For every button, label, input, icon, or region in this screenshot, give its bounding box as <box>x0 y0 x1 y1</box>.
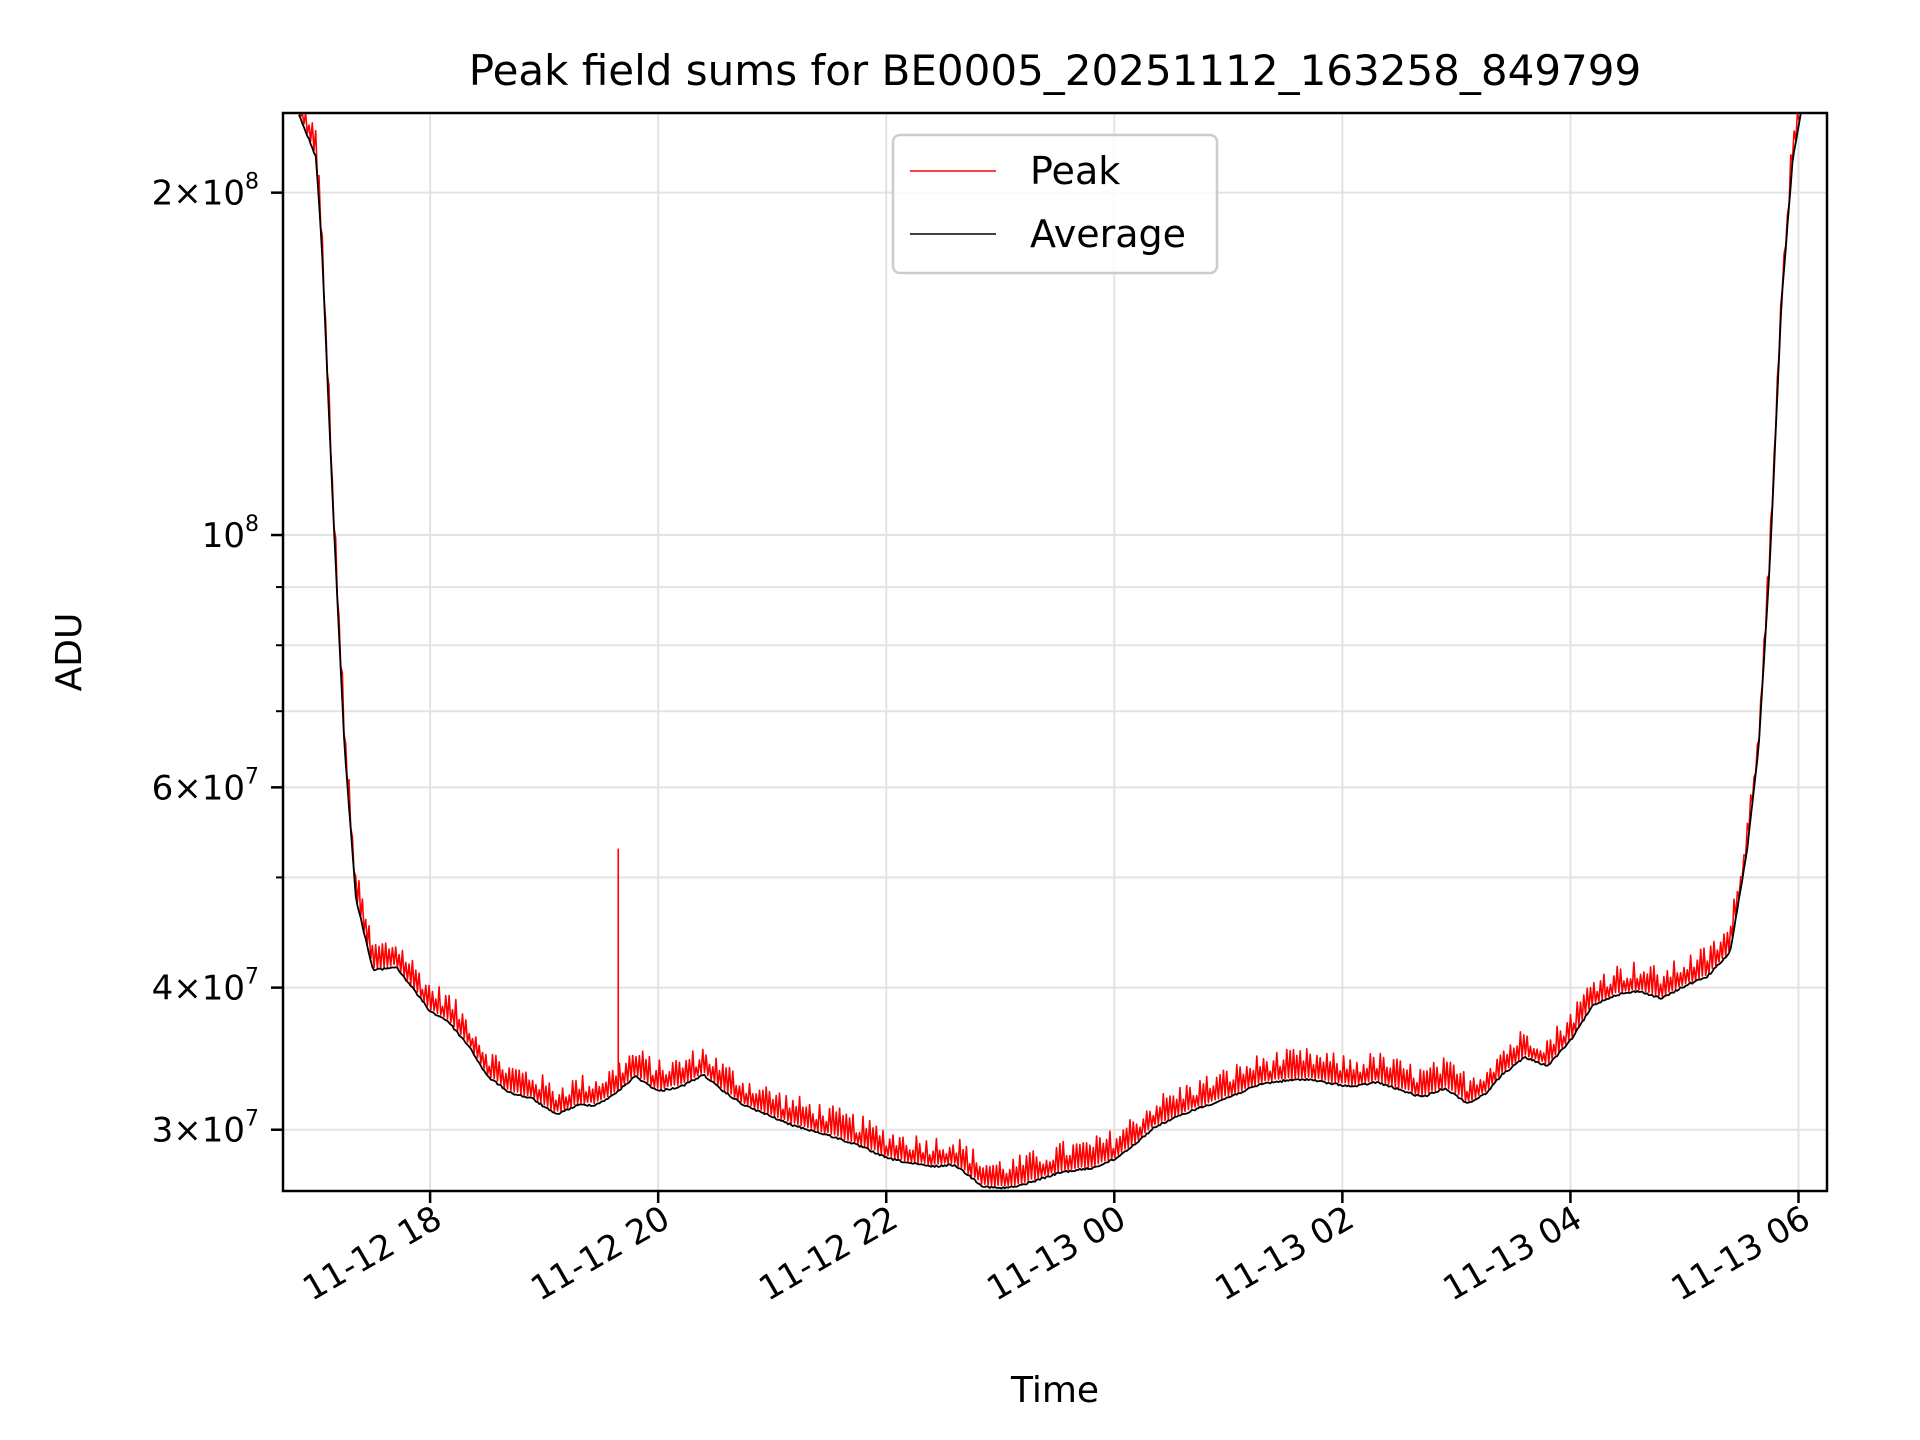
legend: Peak Average <box>891 133 1219 275</box>
average-series-line <box>298 113 1802 1190</box>
y-tick-label: 108 <box>202 512 259 556</box>
y-tick-label: 6×107 <box>152 764 259 808</box>
peak-series-line <box>298 112 1802 1188</box>
chart-title: Peak field sums for BE0005_20251112_1632… <box>469 46 1641 95</box>
y-tick-label: 4×107 <box>152 965 259 1009</box>
grid <box>283 113 1827 1191</box>
x-axis-label: Time <box>1010 1370 1099 1411</box>
y-axis-label: ADU <box>49 613 90 692</box>
series-layer <box>298 112 1802 1190</box>
legend-peak-label: Peak <box>1030 149 1120 193</box>
legend-box <box>891 133 1219 275</box>
y-tick-label: 3×107 <box>152 1107 259 1151</box>
y-tick-label: 2×108 <box>152 170 259 214</box>
plot-frame <box>281 111 1829 1193</box>
legend-average-label: Average <box>1030 212 1186 256</box>
